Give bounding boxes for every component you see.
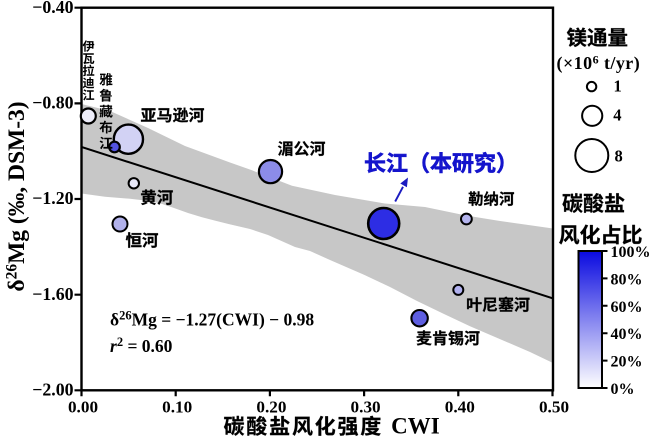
svg-text:CWI: CWI	[391, 414, 440, 439]
svg-text:0.50: 0.50	[539, 398, 569, 417]
svg-text:−2.00: −2.00	[32, 380, 73, 400]
svg-text:80%: 80%	[611, 271, 643, 288]
svg-text:r2 = 0.60: r2 = 0.60	[110, 335, 173, 356]
svg-text:8: 8	[615, 146, 623, 165]
svg-text:40%: 40%	[611, 326, 643, 343]
svg-text:100%: 100%	[611, 244, 650, 261]
svg-text:δ26Mg = −1.27(CWI) − 0.98: δ26Mg = −1.27(CWI) − 0.98	[110, 309, 314, 330]
svg-text:4: 4	[613, 105, 621, 124]
svg-text:0.40: 0.40	[445, 398, 475, 417]
svg-text:δ26Mg (‰, DSM-3): δ26Mg (‰, DSM-3)	[4, 101, 31, 291]
svg-text:−0.40: −0.40	[32, 0, 73, 17]
svg-text:−1.20: −1.20	[32, 188, 73, 208]
svg-text:0.30: 0.30	[351, 398, 381, 417]
svg-text:1: 1	[614, 76, 622, 95]
svg-text:0.10: 0.10	[162, 398, 192, 417]
svg-text:(×106 t/yr): (×106 t/yr)	[557, 53, 641, 75]
svg-text:20%: 20%	[611, 354, 643, 371]
svg-text:−1.60: −1.60	[32, 284, 73, 304]
svg-text:0.00: 0.00	[68, 398, 98, 417]
svg-text:0.20: 0.20	[256, 398, 286, 417]
svg-text:−0.80: −0.80	[32, 93, 73, 113]
svg-text:0%: 0%	[611, 381, 635, 398]
svg-text:60%: 60%	[611, 299, 643, 316]
